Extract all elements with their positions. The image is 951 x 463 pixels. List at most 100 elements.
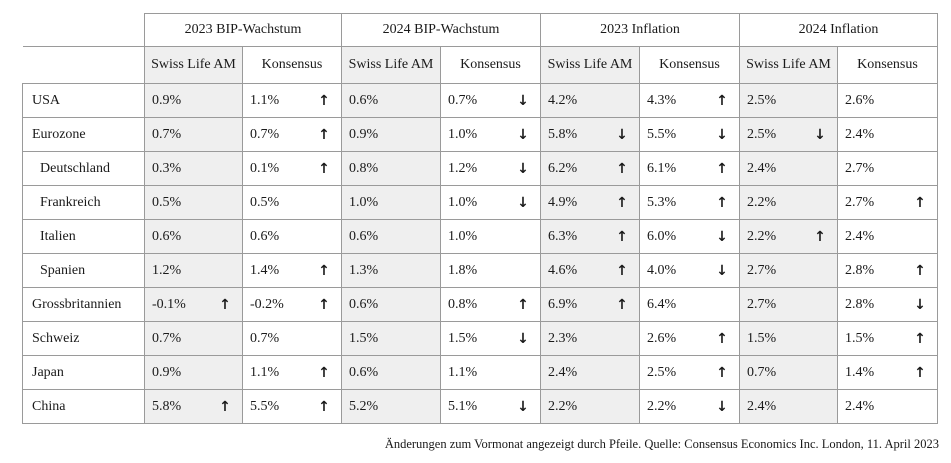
- country-cell: Deutschland: [22, 151, 145, 186]
- value-text: 0.6%: [349, 364, 379, 380]
- forecast-table: 2023 BIP-Wachstum 2024 BIP-Wachstum 2023…: [22, 13, 938, 424]
- arrow-down-icon: ↓: [716, 228, 728, 245]
- value-text: 0.7%: [152, 126, 182, 142]
- source-footnote: Änderungen zum Vormonat angezeigt durch …: [384, 437, 939, 451]
- value-text: 0.3%: [152, 160, 182, 176]
- swiss-life-value-cell: 0.6%: [341, 219, 441, 254]
- swiss-life-value-cell: 2.2% ↑: [739, 219, 838, 254]
- arrow-down-icon: ↓: [716, 262, 728, 279]
- subheader-swiss-life: Swiss Life AM: [739, 46, 838, 84]
- swiss-life-value-cell: 0.8%: [341, 151, 441, 186]
- value-text: 1.0%: [448, 126, 478, 142]
- swiss-life-value-cell: 1.2%: [144, 253, 243, 288]
- arrow-up-icon: ↑: [716, 92, 728, 109]
- arrow-up-icon: ↑: [914, 330, 926, 347]
- consensus-value-cell: 6.1% ↑: [639, 151, 740, 186]
- consensus-value-cell: 2.4%: [837, 117, 938, 152]
- arrow-up-icon: ↑: [318, 296, 330, 313]
- value-text: 2.4%: [845, 126, 875, 142]
- value-text: 5.8%: [152, 398, 182, 414]
- swiss-life-value-cell: 0.6%: [144, 219, 243, 254]
- swiss-life-value-cell: 2.4%: [739, 389, 838, 424]
- value-text: 5.1%: [448, 398, 478, 414]
- consensus-value-cell: 0.6%: [242, 219, 342, 254]
- swiss-life-value-cell: 0.9%: [341, 117, 441, 152]
- value-text: 2.5%: [747, 126, 777, 142]
- swiss-life-value-cell: 0.6%: [341, 83, 441, 118]
- swiss-life-value-cell: 2.5%: [739, 83, 838, 118]
- subheader-consensus: Konsensus: [837, 46, 938, 84]
- value-text: 2.4%: [747, 160, 777, 176]
- value-text: 2.7%: [747, 262, 777, 278]
- sub-header-row: Swiss Life AM Konsensus Swiss Life AM Ko…: [22, 46, 938, 84]
- subheader-consensus: Konsensus: [639, 46, 740, 84]
- swiss-life-value-cell: 6.2% ↑: [540, 151, 640, 186]
- table-row: Eurozone 0.7% 0.7% ↑ 0.9% 1.0% ↓ 5.8% ↓ 5.5% ↓ 2.5%…: [22, 117, 938, 152]
- consensus-value-cell: 2.4%: [837, 219, 938, 254]
- value-text: 2.8%: [845, 262, 875, 278]
- value-text: 2.5%: [747, 92, 777, 108]
- value-text: 0.6%: [349, 296, 379, 312]
- swiss-life-value-cell: 2.3%: [540, 321, 640, 356]
- value-text: 0.9%: [152, 364, 182, 380]
- value-text: 4.2%: [548, 92, 578, 108]
- value-text: 0.6%: [250, 228, 280, 244]
- value-text: -0.2%: [250, 296, 284, 312]
- consensus-value-cell: 5.5% ↓: [639, 117, 740, 152]
- country-cell: China: [22, 389, 145, 424]
- subheader-consensus: Konsensus: [242, 46, 342, 84]
- swiss-life-value-cell: 0.9%: [144, 355, 243, 390]
- arrow-down-icon: ↓: [716, 398, 728, 415]
- value-text: 2.6%: [845, 92, 875, 108]
- swiss-life-value-cell: 4.6% ↑: [540, 253, 640, 288]
- swiss-life-value-cell: 0.6%: [341, 355, 441, 390]
- arrow-up-icon: ↑: [318, 92, 330, 109]
- table-row: Spanien 1.2% 1.4% ↑ 1.3% 1.8% 4.6% ↑ 4.0% ↓ 2.7% 2.…: [22, 253, 938, 288]
- table-row: Grossbritannien -0.1% ↑ -0.2% ↑ 0.6% 0.8% ↑ 6.9%…: [22, 287, 938, 322]
- value-text: 0.7%: [250, 126, 280, 142]
- arrow-up-icon: ↑: [716, 364, 728, 381]
- arrow-up-icon: ↑: [219, 296, 231, 313]
- swiss-life-value-cell: 2.4%: [739, 151, 838, 186]
- arrow-down-icon: ↓: [517, 330, 529, 347]
- arrow-down-icon: ↓: [517, 160, 529, 177]
- value-text: 0.7%: [250, 330, 280, 346]
- value-text: 4.6%: [548, 262, 578, 278]
- country-cell: Eurozone: [22, 117, 145, 152]
- value-text: 4.0%: [647, 262, 677, 278]
- value-text: 1.5%: [845, 330, 875, 346]
- consensus-value-cell: 4.0% ↓: [639, 253, 740, 288]
- consensus-value-cell: 1.2% ↓: [440, 151, 541, 186]
- subheader-swiss-life: Swiss Life AM: [540, 46, 640, 84]
- arrow-down-icon: ↓: [517, 194, 529, 211]
- swiss-life-value-cell: 6.3% ↑: [540, 219, 640, 254]
- arrow-up-icon: ↑: [318, 364, 330, 381]
- value-text: 0.5%: [152, 194, 182, 210]
- swiss-life-value-cell: 1.0%: [341, 185, 441, 220]
- swiss-life-value-cell: 2.4%: [540, 355, 640, 390]
- value-text: 0.5%: [250, 194, 280, 210]
- consensus-value-cell: 2.7%: [837, 151, 938, 186]
- swiss-life-value-cell: 2.7%: [739, 253, 838, 288]
- value-text: 0.7%: [747, 364, 777, 380]
- value-text: 1.0%: [448, 194, 478, 210]
- value-text: 5.5%: [647, 126, 677, 142]
- arrow-up-icon: ↑: [914, 262, 926, 279]
- value-text: 2.7%: [747, 296, 777, 312]
- consensus-value-cell: -0.2% ↑: [242, 287, 342, 322]
- value-text: 2.4%: [548, 364, 578, 380]
- consensus-value-cell: 2.8% ↑: [837, 253, 938, 288]
- value-text: 2.8%: [845, 296, 875, 312]
- value-text: 6.4%: [647, 296, 677, 312]
- value-text: 1.1%: [250, 364, 280, 380]
- consensus-value-cell: 1.1% ↑: [242, 355, 342, 390]
- value-text: 2.2%: [647, 398, 677, 414]
- consensus-value-cell: 2.8% ↓: [837, 287, 938, 322]
- consensus-value-cell: 4.3% ↑: [639, 83, 740, 118]
- consensus-value-cell: 1.5% ↑: [837, 321, 938, 356]
- value-text: 1.8%: [448, 262, 478, 278]
- consensus-value-cell: 1.5% ↓: [440, 321, 541, 356]
- swiss-life-value-cell: 1.5%: [739, 321, 838, 356]
- consensus-value-cell: 0.5%: [242, 185, 342, 220]
- value-text: 2.5%: [647, 364, 677, 380]
